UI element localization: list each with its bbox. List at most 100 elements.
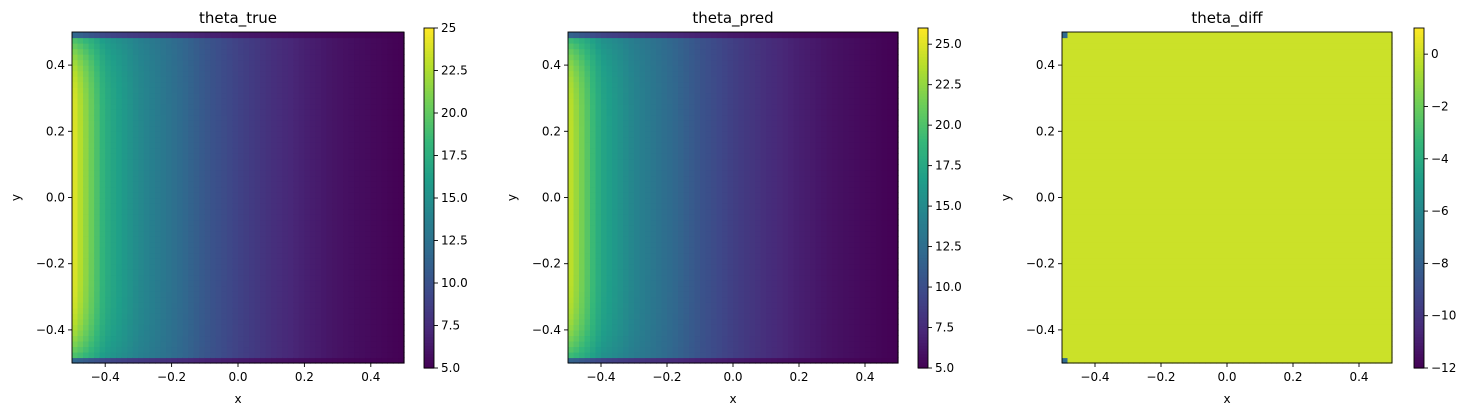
heatmap-cell	[321, 70, 328, 77]
heatmap-cell	[121, 169, 128, 177]
heatmap-cell	[595, 263, 602, 270]
heatmap-cell	[392, 32, 400, 39]
heatmap-cell	[204, 191, 211, 199]
heatmap-cell	[293, 203, 300, 210]
heatmap-cell	[199, 225, 206, 232]
heatmap-cell	[110, 335, 117, 342]
heatmap-cell	[623, 324, 630, 331]
heatmap-cell	[359, 37, 366, 44]
heatmap-cell	[77, 191, 84, 199]
heatmap-cell	[160, 164, 167, 171]
heatmap-cell	[568, 296, 575, 303]
heatmap-cell	[215, 318, 222, 325]
heatmap-cell	[678, 241, 685, 248]
heatmap-cell	[315, 214, 322, 221]
heatmap-cell	[77, 197, 84, 204]
heatmap-cell	[332, 109, 339, 116]
heatmap-cell	[617, 48, 624, 55]
heatmap-cell	[370, 357, 377, 364]
heatmap-cell	[121, 285, 128, 292]
colorbar-segment	[424, 178, 434, 182]
heatmap-cell	[359, 307, 366, 314]
heatmap-cell	[304, 180, 311, 188]
heatmap-cell	[672, 153, 679, 160]
heatmap-cell	[99, 307, 106, 314]
heatmap-cell	[315, 252, 322, 259]
heatmap-cell	[166, 103, 173, 110]
heatmap-cell	[177, 241, 184, 248]
heatmap-cell	[332, 136, 339, 143]
heatmap-cell	[354, 142, 361, 149]
heatmap-cell	[359, 236, 366, 243]
heatmap-cell	[105, 280, 112, 287]
heatmap-cell	[287, 103, 294, 110]
heatmap-cell	[99, 269, 106, 276]
heatmap-cell	[160, 158, 167, 165]
heatmap-cell	[656, 70, 663, 77]
heatmap-cell	[672, 329, 679, 337]
heatmap-cell	[650, 285, 657, 292]
heatmap-cell	[138, 158, 145, 165]
heatmap-cell	[579, 302, 586, 309]
heatmap-cell	[155, 92, 162, 99]
heatmap-cell	[276, 291, 283, 298]
heatmap-cell	[667, 291, 674, 298]
heatmap-cell	[276, 54, 283, 61]
heatmap-cell	[254, 147, 261, 154]
heatmap-cell	[645, 175, 652, 182]
heatmap-cell	[243, 329, 250, 337]
heatmap-cell	[337, 313, 344, 320]
heatmap-cell	[672, 302, 679, 309]
heatmap-cell	[381, 32, 388, 39]
heatmap-cell	[177, 153, 184, 160]
heatmap-cell	[309, 296, 317, 303]
heatmap-cell	[590, 186, 597, 193]
heatmap-cell	[381, 225, 388, 232]
heatmap-cell	[623, 346, 630, 353]
heatmap-cell	[661, 54, 668, 61]
heatmap-cell	[260, 125, 267, 132]
heatmap-cell	[238, 169, 245, 177]
heatmap-cell	[309, 324, 317, 331]
heatmap-cell	[121, 274, 128, 281]
heatmap-cell	[287, 225, 294, 232]
heatmap-cell	[215, 263, 222, 270]
heatmap-cell	[579, 307, 586, 314]
heatmap-cell	[182, 252, 189, 259]
heatmap-cell	[304, 142, 311, 149]
heatmap-cell	[573, 302, 580, 309]
heatmap-cell	[204, 307, 211, 314]
heatmap-cell	[282, 230, 289, 237]
heatmap-cell	[321, 318, 328, 325]
heatmap-cell	[271, 131, 278, 138]
heatmap-cell	[309, 109, 317, 116]
heatmap-cell	[276, 81, 283, 88]
heatmap-cell	[99, 313, 106, 320]
heatmap-cell	[116, 186, 123, 193]
heatmap-cell	[359, 252, 366, 259]
heatmap-cell	[132, 214, 139, 221]
heatmap-cell	[177, 98, 184, 105]
heatmap-cell	[182, 285, 189, 292]
heatmap-cell	[72, 269, 79, 276]
heatmap-cell	[667, 346, 674, 353]
heatmap-cell	[348, 340, 355, 348]
heatmap-cell	[672, 346, 679, 353]
heatmap-cell	[337, 291, 344, 298]
heatmap-cell	[304, 114, 311, 121]
heatmap-cell	[579, 114, 586, 121]
heatmap-cell	[149, 285, 156, 292]
heatmap-cell	[238, 147, 245, 154]
heatmap-cell	[321, 32, 328, 39]
heatmap-cell	[143, 340, 151, 348]
heatmap-cell	[149, 214, 156, 221]
heatmap-cell	[127, 263, 134, 270]
heatmap-cell	[398, 236, 405, 243]
heatmap-cell	[254, 241, 261, 248]
heatmap-cell	[634, 103, 641, 110]
heatmap-cell	[215, 142, 222, 149]
heatmap-cell	[249, 302, 256, 309]
heatmap-cell	[321, 142, 328, 149]
heatmap-cell	[72, 203, 79, 210]
heatmap-cell	[628, 313, 635, 320]
